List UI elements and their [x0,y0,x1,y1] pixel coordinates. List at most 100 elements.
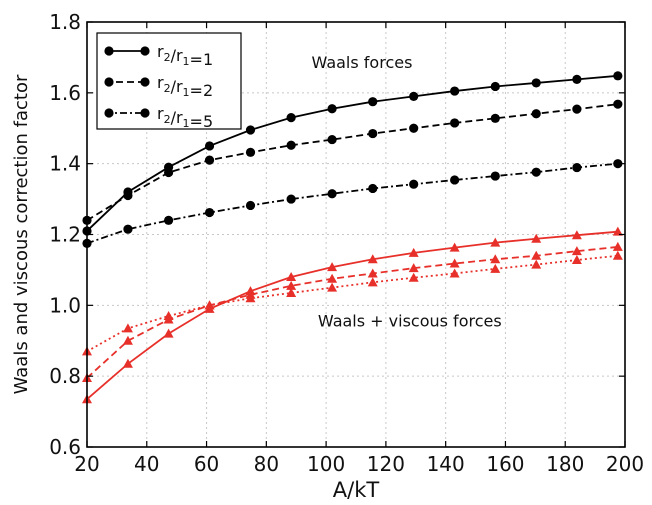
legend-marker [104,46,114,56]
legend-text-part: =2 [190,81,214,100]
annotation-waals-viscous-forces: Waals + viscous forces [318,312,502,331]
x-tick-label: 40 [134,452,159,476]
y-tick-label: 0.6 [49,435,81,459]
data-point [123,190,133,201]
data-point [163,310,174,320]
legend-entry-ratio-2: r2/r1=2 [104,73,213,100]
data-point [571,246,582,256]
series-line [86,230,618,400]
data-point [367,277,378,287]
legend-text-part: r [176,77,183,96]
data-point [490,81,500,92]
x-axis-label: A/kT [333,478,380,502]
legend-label: r2/r1=1 [157,42,213,69]
x-tick-label: 200 [606,452,644,476]
y-tick-label: 1.0 [49,293,81,317]
data-point [490,254,501,264]
series-waals-ratio-2 [82,99,623,225]
data-point [245,125,256,135]
data-point [327,104,337,114]
legend-label: r2/r1=5 [157,104,213,131]
data-point [408,263,419,273]
legend-text-part: / [171,46,177,65]
data-point [531,250,542,260]
data-point [123,224,133,234]
legend-text-part: r [176,108,183,127]
data-point [245,147,256,157]
data-point [531,259,542,269]
series-waals-ratio-1 [82,71,623,236]
data-point [450,86,460,96]
data-point [245,293,256,303]
series-waals-ratio-5 [82,159,623,248]
data-point [572,104,582,114]
data-point [450,118,460,128]
y-tick-label: 1.8 [49,10,81,34]
data-point [368,183,378,194]
data-point [204,155,215,165]
legend-subscript: 2 [164,113,171,126]
x-tick-label: 120 [367,452,405,476]
y-tick-label: 0.8 [49,364,81,388]
data-point [327,273,338,283]
data-point [490,113,500,123]
series-line [86,246,618,379]
data-point [327,134,337,145]
y-tick-label: 1.6 [49,81,81,105]
legend-text-part: r [157,42,164,61]
legend-marker [104,77,114,87]
data-point [531,233,542,243]
data-point [409,91,419,101]
data-point [572,162,582,173]
data-point [449,268,460,278]
series-line [86,74,618,232]
data-point [286,113,296,123]
axis-ticks [86,21,626,448]
legend-entry-ratio-1: r2/r1=1 [104,42,213,69]
x-tick-label: 80 [254,452,279,476]
data-point [327,282,338,292]
data-point [490,171,500,181]
data-point [612,241,623,251]
legend-text-part: r [157,73,164,92]
data-point [122,323,133,333]
legend-subscript: 2 [164,51,171,64]
x-tick-label: 160 [486,452,524,476]
data-point [613,159,623,169]
x-tick-label: 140 [427,452,465,476]
data-point [204,141,215,151]
data-point [490,263,501,273]
data-point [612,226,623,236]
data-point [531,78,541,88]
data-point [368,128,378,139]
tick-labels: 20 40 60 80 100 120 140 160 180 200 0.6 0.8 1.0 1.2 1.… [49,10,644,476]
data-point [572,74,582,84]
data-point [408,247,419,257]
data-point [531,109,541,119]
data-point [408,272,419,282]
data-point [367,268,378,278]
data-point [409,179,419,189]
data-point [613,99,623,109]
data-point [163,215,174,225]
data-point [571,230,582,240]
data-point [286,280,297,290]
series-line [86,254,618,353]
annotation-waals-forces: Waals forces [312,53,413,72]
series-line [86,103,618,222]
data-point [286,272,297,281]
y-tick-label: 1.4 [49,152,81,176]
x-tick-label: 60 [194,452,219,476]
data-point [490,237,501,247]
series-waals-viscous-ratio-5 [82,250,623,356]
data-point [286,194,296,204]
legend-marker [104,108,114,118]
legend-subscript: 1 [183,55,190,68]
data-point [367,254,378,264]
data-point [245,200,256,211]
data-point [163,167,174,178]
data-point [531,167,541,177]
data-point [612,250,623,260]
series-waals-viscous-ratio-1 [82,226,623,404]
